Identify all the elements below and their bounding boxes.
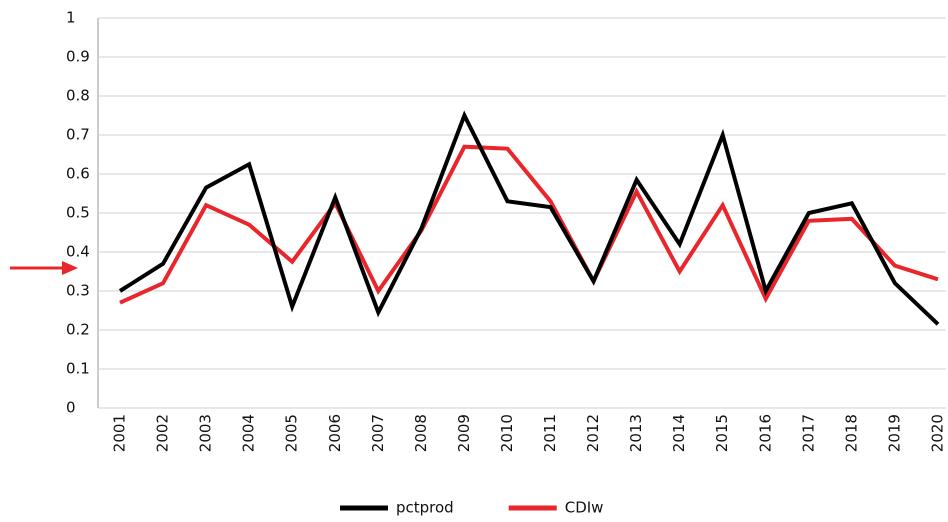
x-tick-label: 2016 — [756, 414, 774, 452]
y-tick-label: 0.3 — [66, 282, 90, 300]
x-tick-label: 2019 — [885, 414, 903, 452]
y-tick-label: 0.7 — [66, 126, 90, 144]
y-tick-label: 0.2 — [66, 321, 90, 339]
x-tick-label: 2015 — [713, 414, 731, 452]
series-line — [119, 144, 939, 305]
x-tick-label: 2008 — [412, 414, 430, 452]
x-tick-label: 2011 — [541, 414, 559, 452]
x-tick-label: 2009 — [455, 414, 473, 452]
pointer-arrow — [10, 261, 78, 275]
y-tick-label: 0 — [66, 399, 76, 417]
x-tick-label: 2020 — [928, 414, 946, 452]
series-line — [118, 110, 940, 326]
x-tick-label: 2012 — [584, 414, 602, 452]
x-tick-label: 2005 — [283, 414, 301, 452]
x-tick-label: 2002 — [154, 414, 172, 452]
x-tick-label: 2010 — [498, 414, 516, 452]
y-tick-label: 0.4 — [66, 243, 90, 261]
legend-label: pctprod — [396, 499, 454, 517]
y-tick-label: 1 — [66, 9, 76, 27]
x-tick-label: 2004 — [240, 414, 258, 452]
y-tick-label: 0.6 — [66, 165, 90, 183]
y-tick-label: 0.8 — [66, 87, 90, 105]
y-tick-label: 0.5 — [66, 204, 90, 222]
x-tick-label: 2017 — [799, 414, 817, 452]
y-tick-label: 0.1 — [66, 360, 90, 378]
x-tick-label: 2003 — [197, 414, 215, 452]
x-tick-label: 2001 — [111, 414, 129, 452]
x-tick-label: 2018 — [842, 414, 860, 452]
x-tick-label: 2006 — [326, 414, 344, 452]
x-tick-label: 2013 — [627, 414, 645, 452]
x-tick-label: 2014 — [670, 414, 688, 452]
legend-label: CDIw — [565, 499, 604, 517]
y-tick-label: 0.9 — [66, 48, 90, 66]
x-tick-label: 2007 — [369, 414, 387, 452]
